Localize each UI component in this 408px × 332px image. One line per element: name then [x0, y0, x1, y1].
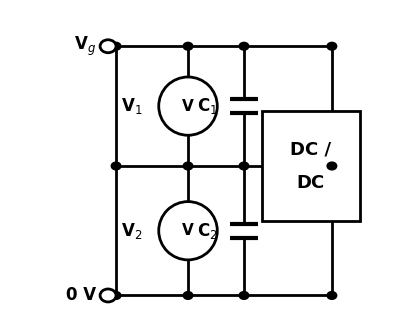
Circle shape: [239, 42, 249, 50]
Text: V$_2$: V$_2$: [122, 221, 143, 241]
Circle shape: [327, 291, 337, 299]
Text: DC: DC: [297, 174, 325, 192]
Text: C$_2$: C$_2$: [197, 221, 218, 241]
Circle shape: [100, 289, 116, 302]
Text: V$_g$: V$_g$: [74, 35, 96, 58]
Circle shape: [111, 42, 121, 50]
Bar: [262, 111, 360, 221]
Text: DC /: DC /: [290, 140, 331, 158]
Text: V: V: [182, 99, 194, 114]
Circle shape: [183, 162, 193, 170]
Circle shape: [183, 42, 193, 50]
Ellipse shape: [159, 77, 217, 135]
Text: V$_1$: V$_1$: [121, 96, 143, 116]
Circle shape: [327, 42, 337, 50]
Circle shape: [239, 291, 249, 299]
Ellipse shape: [159, 202, 217, 260]
Circle shape: [111, 162, 121, 170]
Text: C$_1$: C$_1$: [197, 96, 218, 116]
Circle shape: [111, 291, 121, 299]
Circle shape: [239, 162, 249, 170]
Circle shape: [327, 162, 337, 170]
Text: V: V: [182, 223, 194, 238]
Circle shape: [100, 40, 116, 53]
Text: 0 V: 0 V: [66, 287, 96, 304]
Circle shape: [183, 291, 193, 299]
